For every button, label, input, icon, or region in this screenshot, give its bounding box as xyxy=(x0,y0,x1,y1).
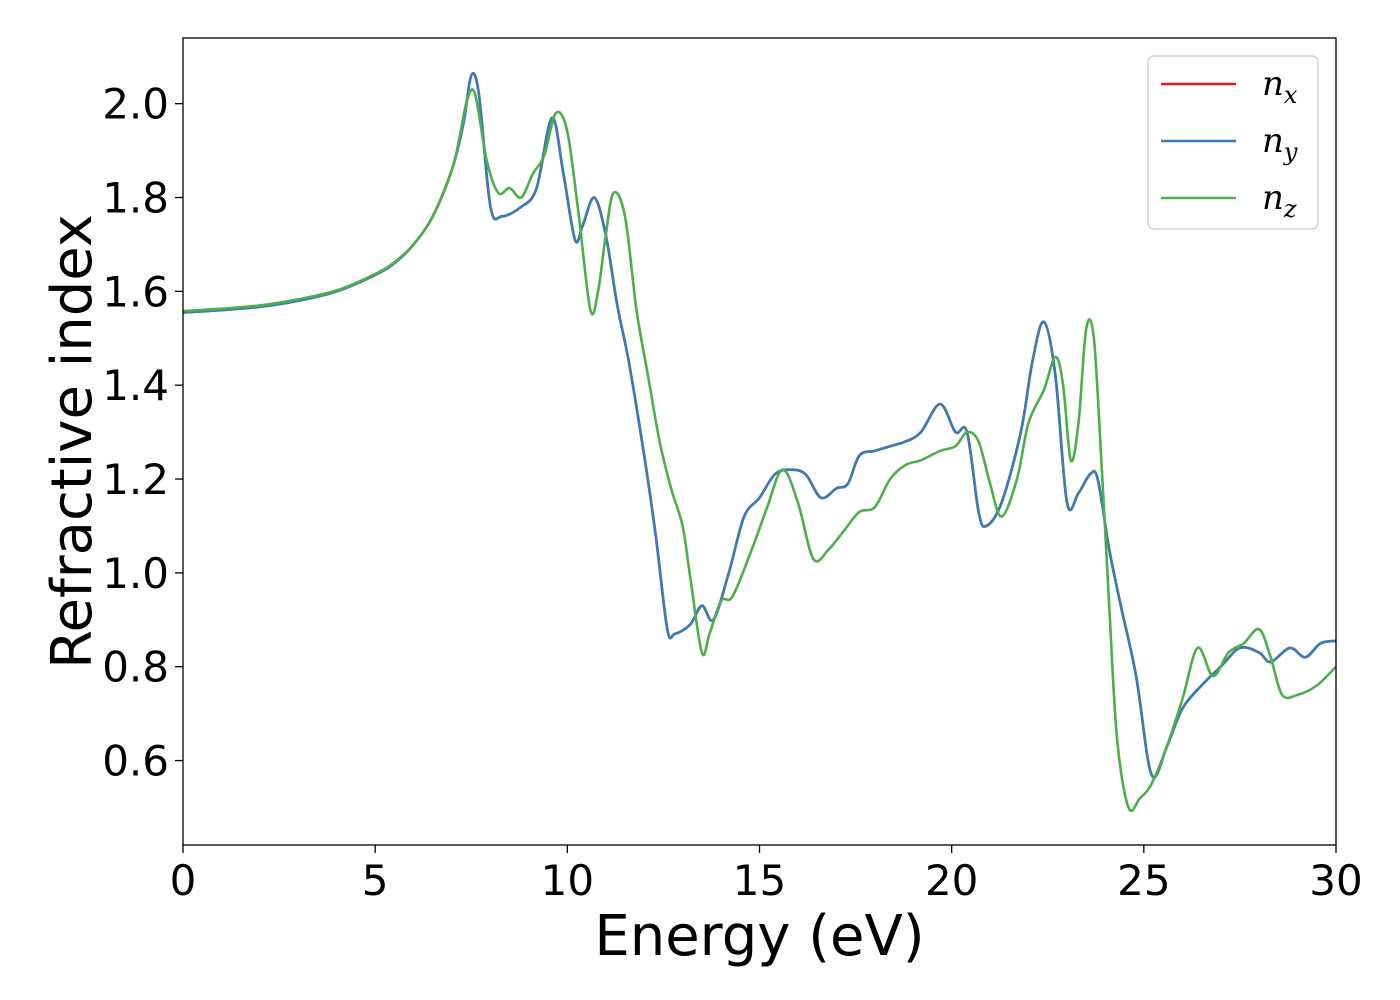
x-tick-label: 5 xyxy=(362,856,389,905)
y-tick-label: 1.0 xyxy=(102,549,169,598)
legend-label: nx xyxy=(1262,64,1298,109)
legend: nx ny nz xyxy=(1147,55,1319,230)
y-axis-label: Refractive index xyxy=(40,214,105,669)
y-tick-label: 0.8 xyxy=(102,643,169,692)
series-line-n-z xyxy=(183,88,1336,813)
x-tick-label: 15 xyxy=(733,856,786,905)
x-tick-label: 25 xyxy=(1117,856,1170,905)
x-tick-label: 0 xyxy=(170,856,197,905)
legend-box xyxy=(1147,55,1319,230)
legend-label: ny xyxy=(1262,121,1298,166)
y-tick-label: 1.8 xyxy=(102,174,169,223)
y-tick-label: 1.2 xyxy=(102,455,169,504)
y-axis: 0.6 0.8 1.0 1.2 1.4 1.6 1.8 2.0 xyxy=(102,80,183,786)
legend-label: nz xyxy=(1262,178,1297,223)
series-layer xyxy=(183,72,1336,813)
x-axis-label: Energy (eV) xyxy=(594,904,924,969)
x-tick-label: 20 xyxy=(925,856,978,905)
y-tick-label: 2.0 xyxy=(102,80,169,129)
series-line-n-y xyxy=(183,72,1336,779)
y-tick-label: 1.6 xyxy=(102,267,169,316)
x-axis: 0 5 10 15 20 25 30 xyxy=(170,845,1363,905)
y-tick-label: 0.6 xyxy=(102,737,169,786)
y-tick-label: 1.4 xyxy=(102,361,169,410)
x-tick-label: 10 xyxy=(541,856,594,905)
x-tick-label: 30 xyxy=(1309,856,1362,905)
